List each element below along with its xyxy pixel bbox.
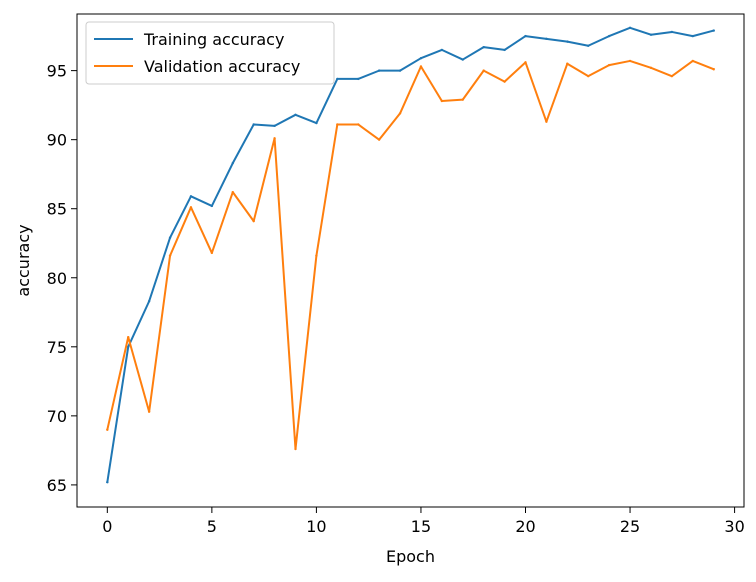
y-tick-label: 70 xyxy=(47,407,67,426)
data-point-0-2 xyxy=(147,300,151,303)
legend-label-training: Training accuracy xyxy=(143,30,284,49)
data-point-0-22 xyxy=(566,40,569,43)
data-point-0-9 xyxy=(294,113,297,117)
y-tick-label: 85 xyxy=(47,200,67,219)
data-point-0-13 xyxy=(377,69,381,72)
data-point-1-21 xyxy=(545,120,548,123)
data-point-1-17 xyxy=(461,98,464,101)
y-tick-label: 80 xyxy=(47,269,67,288)
data-point-0-27 xyxy=(670,30,674,34)
data-point-1-2 xyxy=(147,410,151,413)
y-tick-label: 75 xyxy=(47,338,67,357)
data-point-0-25 xyxy=(628,26,632,30)
data-point-1-27 xyxy=(670,74,674,78)
data-point-0-6 xyxy=(231,161,234,165)
data-point-0-29 xyxy=(712,29,715,32)
data-point-0-16 xyxy=(440,48,444,52)
data-point-1-8 xyxy=(273,137,276,140)
x-axis-ticks: 0 5 10 15 20 25 30 xyxy=(102,507,745,536)
data-point-0-17 xyxy=(461,58,464,61)
data-point-0-8 xyxy=(273,124,276,128)
data-point-0-20 xyxy=(524,34,527,38)
data-point-0-26 xyxy=(649,33,653,36)
plot-frame xyxy=(76,13,745,508)
data-point-1-1 xyxy=(127,335,130,339)
data-point-1-11 xyxy=(336,123,339,126)
data-point-1-26 xyxy=(649,66,653,70)
data-point-0-1 xyxy=(127,345,130,349)
y-axis-label: accuracy xyxy=(14,224,33,296)
x-tick-label: 0 xyxy=(102,517,112,536)
x-tick-label: 20 xyxy=(515,517,535,536)
data-point-1-25 xyxy=(628,59,632,63)
data-point-1-3 xyxy=(168,254,172,257)
data-point-1-5 xyxy=(210,251,214,255)
data-point-0-23 xyxy=(587,44,590,47)
data-point-1-7 xyxy=(252,219,255,223)
x-tick-label: 5 xyxy=(207,517,217,536)
data-point-0-11 xyxy=(336,77,339,81)
data-point-1-23 xyxy=(587,74,590,78)
data-point-0-3 xyxy=(168,236,172,239)
data-point-1-12 xyxy=(357,123,360,126)
x-tick-label: 30 xyxy=(724,517,744,536)
data-point-1-14 xyxy=(398,112,402,115)
legend: Training accuracy Validation accuracy xyxy=(85,21,335,85)
data-point-1-16 xyxy=(440,99,444,103)
data-point-0-12 xyxy=(357,77,360,81)
data-point-0-4 xyxy=(189,195,193,198)
legend-label-validation: Validation accuracy xyxy=(144,57,300,76)
data-point-1-4 xyxy=(189,206,193,209)
data-point-0-10 xyxy=(315,121,318,125)
legend-box xyxy=(85,21,335,85)
data-point-1-24 xyxy=(607,63,611,67)
series-line-0 xyxy=(106,26,715,484)
data-point-1-19 xyxy=(503,80,506,83)
data-point-1-0 xyxy=(106,428,109,431)
data-point-1-9 xyxy=(294,447,297,451)
data-point-0-21 xyxy=(545,37,548,41)
data-point-1-28 xyxy=(691,59,694,63)
x-axis-label: Epoch xyxy=(386,547,435,566)
data-point-0-5 xyxy=(210,204,214,208)
data-point-0-7 xyxy=(252,123,255,126)
data-point-1-29 xyxy=(712,68,715,71)
data-point-1-20 xyxy=(524,61,527,64)
y-axis-ticks: 65 70 75 80 85 90 95 xyxy=(47,62,77,495)
data-point-1-18 xyxy=(482,69,485,72)
data-point-0-28 xyxy=(691,34,694,38)
x-tick-label: 10 xyxy=(306,517,326,536)
data-point-0-14 xyxy=(398,69,402,72)
data-point-1-15 xyxy=(419,65,423,68)
x-tick-label: 15 xyxy=(411,517,431,536)
data-point-0-15 xyxy=(419,56,423,60)
y-tick-label: 95 xyxy=(47,62,67,81)
series-line-1 xyxy=(106,59,715,450)
data-point-1-13 xyxy=(377,138,381,141)
y-tick-label: 90 xyxy=(47,131,67,150)
x-tick-label: 25 xyxy=(620,517,640,536)
series-layer xyxy=(106,26,715,484)
data-point-0-19 xyxy=(503,48,506,52)
data-point-1-22 xyxy=(566,62,569,65)
data-point-1-10 xyxy=(315,254,318,257)
y-tick-label: 65 xyxy=(47,476,67,495)
data-point-0-18 xyxy=(482,45,485,49)
data-point-0-0 xyxy=(106,480,109,484)
data-point-0-24 xyxy=(607,34,611,38)
data-point-1-6 xyxy=(231,190,234,194)
